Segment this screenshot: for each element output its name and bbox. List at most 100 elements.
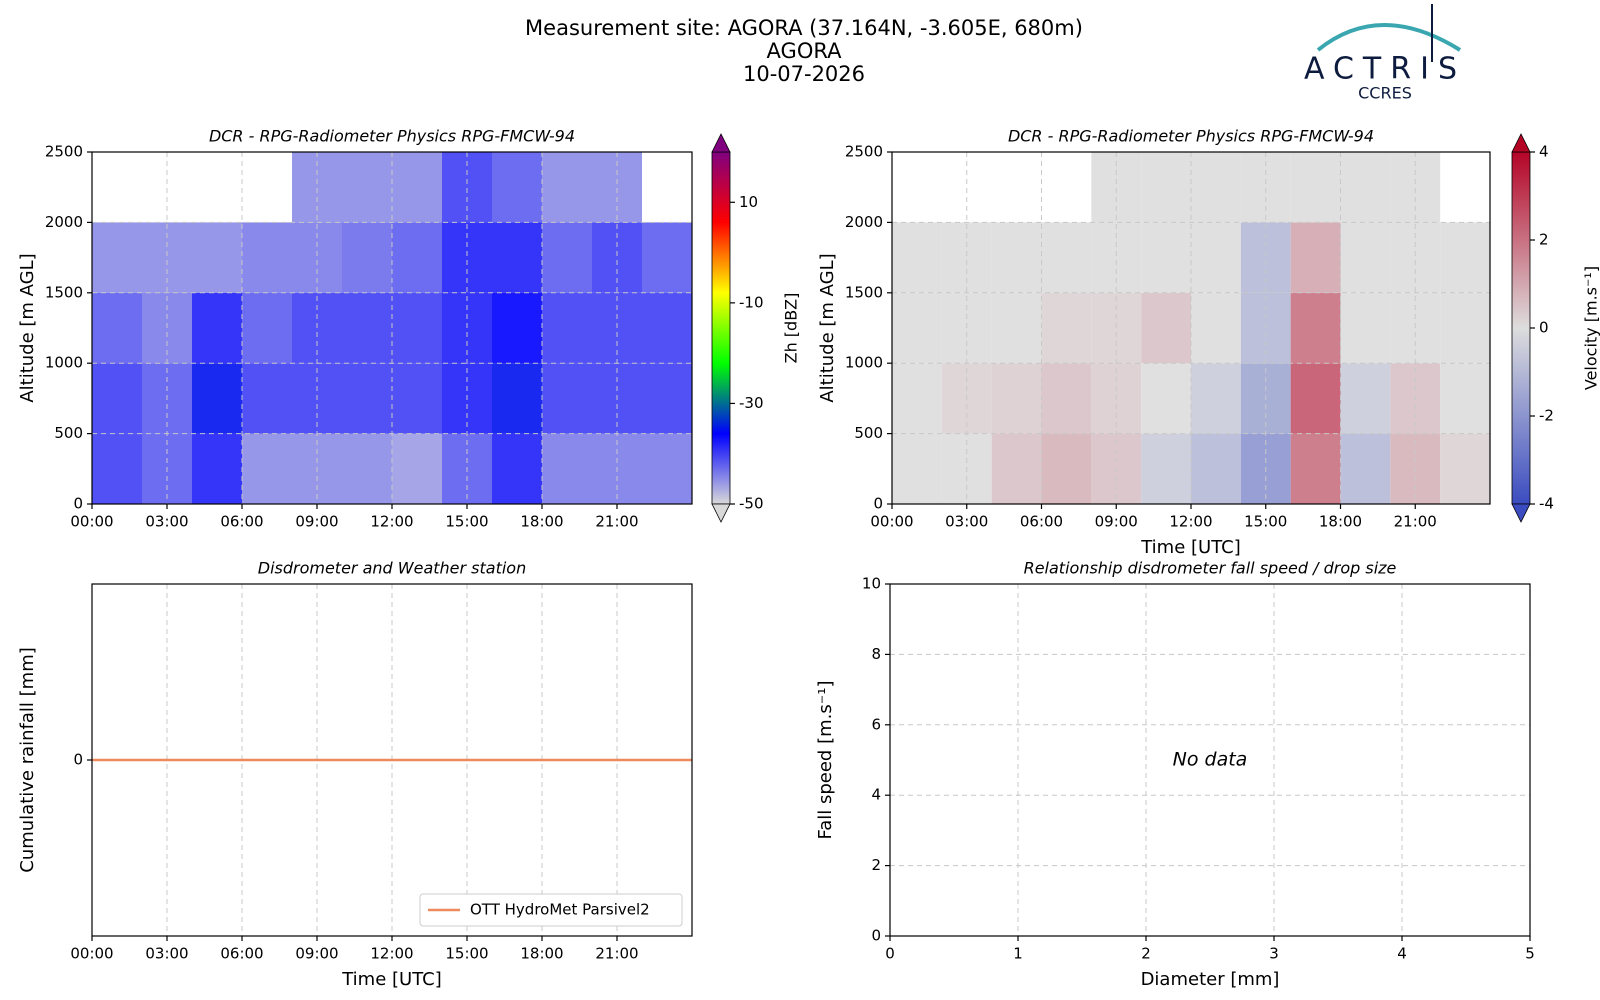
- colorbar-tick-label: -30: [739, 394, 764, 412]
- colorbar-extend: [711, 133, 731, 153]
- heatmap-cell: [1041, 292, 1092, 364]
- heatmap-cell: [342, 152, 392, 223]
- x-tick-label: 12:00: [1169, 513, 1212, 531]
- heatmap-cell: [92, 433, 142, 504]
- x-tick-label: 21:00: [1394, 513, 1437, 531]
- heatmap-cell: [991, 363, 1042, 434]
- colorbar-extend: [1511, 133, 1531, 153]
- colorbar-tick-label: 10: [739, 193, 758, 211]
- heatmap-cell: [392, 363, 442, 434]
- y-tick-label: 500: [54, 424, 83, 442]
- heatmap-cell: [892, 363, 942, 434]
- heatmap-cell: [542, 152, 592, 223]
- heatmap-cell: [1141, 363, 1191, 434]
- x-tick-label: 21:00: [595, 945, 638, 963]
- x-tick-label: 18:00: [520, 945, 563, 963]
- heatmap-cell: [242, 433, 292, 504]
- x-tick-label: 06:00: [1020, 513, 1063, 531]
- x-tick-label: 06:00: [220, 945, 263, 963]
- heatmap-cell: [342, 363, 392, 434]
- heatmap-cell: [542, 433, 592, 504]
- heatmap-cell: [1340, 292, 1391, 364]
- heatmap-cell: [991, 222, 1042, 293]
- x-tick-label: 12:00: [370, 945, 413, 963]
- heatmap-cell: [1290, 363, 1341, 434]
- heatmap-cell: [1340, 152, 1391, 223]
- heatmap-cell: [1440, 222, 1490, 293]
- heatmap-cell: [1290, 292, 1341, 364]
- x-tick-label: 00:00: [70, 513, 113, 531]
- heatmap-cell: [892, 292, 942, 364]
- heatmap-cell: [1041, 433, 1092, 504]
- heatmap-cell: [1290, 222, 1341, 293]
- heatmap-cell: [991, 433, 1042, 504]
- heatmap-cell: [1191, 433, 1241, 504]
- y-tick-label: 0: [73, 495, 83, 513]
- x-tick-label: 15:00: [1244, 513, 1287, 531]
- heatmap-cell: [492, 152, 542, 223]
- chart-title: Relationship disdrometer fall speed / dr…: [1024, 559, 1397, 578]
- colorbar-tick-label: 0: [1539, 319, 1549, 337]
- heatmap-cell: [1141, 152, 1191, 223]
- colorbar-label: Velocity [m.s⁻¹]: [1582, 266, 1600, 390]
- heatmap-cell: [1141, 433, 1191, 504]
- logo-text: ACTRIS: [1304, 52, 1466, 87]
- colorbar-label: Zh [dBZ]: [782, 293, 801, 364]
- heatmap-cell: [192, 363, 242, 434]
- heatmap-cell: [92, 292, 142, 364]
- x-tick-label: 09:00: [295, 513, 338, 531]
- heatmap-cell: [1290, 152, 1341, 223]
- x-tick-label: 15:00: [445, 945, 488, 963]
- x-tick-label: 15:00: [445, 513, 488, 531]
- heatmap-cell: [342, 292, 392, 364]
- heatmap-cell: [642, 363, 692, 434]
- x-tick-label: 09:00: [295, 945, 338, 963]
- heatmap-cell: [192, 292, 242, 364]
- y-tick-label: 6: [871, 715, 881, 733]
- y-tick-label: 0: [873, 495, 883, 513]
- x-tick-label: 06:00: [220, 513, 263, 531]
- heatmap-cell: [1340, 222, 1391, 293]
- logo-arc: [1316, 23, 1462, 52]
- colorbar-tick-label: -2: [1539, 407, 1554, 425]
- heatmap-cell: [642, 292, 692, 364]
- x-tick-label: 03:00: [145, 945, 188, 963]
- heatmap-cell: [392, 222, 442, 293]
- y-tick-label: 1500: [45, 283, 83, 301]
- x-tick-label: 2: [1141, 945, 1151, 963]
- y-tick-label: 1500: [845, 283, 883, 301]
- heatmap-cell: [492, 292, 542, 364]
- heatmap-cell: [1440, 363, 1490, 434]
- heatmap-cell: [542, 363, 592, 434]
- y-tick-label: 8: [871, 645, 881, 663]
- y-tick-label: 1000: [845, 354, 883, 372]
- y-tick-label: 10: [862, 575, 881, 593]
- colorbar-extend: [1511, 503, 1531, 523]
- x-tick-label: 03:00: [145, 513, 188, 531]
- colorbar-extend: [711, 503, 731, 523]
- colorbar-tick-label: 4: [1539, 143, 1549, 161]
- y-tick-label: 1000: [45, 354, 83, 372]
- heatmap-cell: [1340, 433, 1391, 504]
- heatmap-cell: [1340, 363, 1391, 434]
- y-tick-label: 2500: [845, 143, 883, 161]
- suptitle: AGORA: [767, 39, 843, 63]
- x-axis-label: Time [UTC]: [341, 969, 442, 990]
- x-tick-label: 4: [1397, 945, 1407, 963]
- legend-label: OTT HydroMet Parsivel2: [470, 901, 650, 919]
- x-tick-label: 5: [1525, 945, 1535, 963]
- y-tick-label: 2000: [45, 213, 83, 231]
- heatmap-cell: [1191, 222, 1241, 293]
- chart-title: DCR - RPG-Radiometer Physics RPG-FMCW-94: [209, 127, 575, 146]
- x-axis-label: Diameter [mm]: [1141, 969, 1280, 990]
- x-tick-label: 00:00: [870, 513, 913, 531]
- heatmap-cell: [342, 222, 392, 293]
- y-tick-label: 0: [871, 927, 881, 945]
- colorbar-tick-label: -10: [739, 293, 764, 311]
- heatmap-cell: [242, 292, 292, 364]
- heatmap-cell: [1041, 363, 1092, 434]
- plot-frame: [889, 583, 1531, 937]
- heatmap-cell: [492, 363, 542, 434]
- heatmap-cell: [92, 363, 142, 434]
